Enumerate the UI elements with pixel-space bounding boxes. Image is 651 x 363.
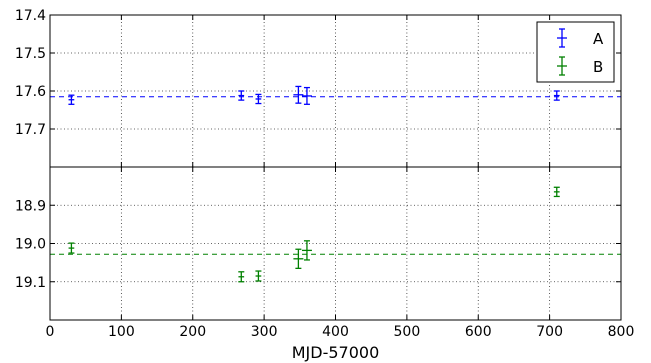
x-tick-label: 600: [465, 324, 492, 340]
x-tick-label: 700: [536, 324, 563, 340]
y-tick-label: 19.1: [15, 275, 46, 291]
legend-label: A: [593, 30, 604, 48]
y-tick-label: 17.5: [15, 46, 46, 62]
x-tick-label: 200: [179, 324, 206, 340]
y-tick-label: 19.0: [15, 237, 46, 253]
legend-entry-A: A: [557, 28, 604, 48]
x-tick-label: 0: [46, 324, 55, 340]
x-tick-label: 800: [608, 324, 635, 340]
data-point-B: [553, 186, 560, 198]
y-tick-label: 17.6: [15, 84, 46, 100]
axis-ticks: 17.4 17.5 17.6 17.7 18.9 19.0 19.1 0 100 200 300 40…: [15, 8, 635, 340]
data-point-A: [553, 90, 560, 101]
data-point-A: [68, 94, 75, 105]
panel-frame: [49, 14, 622, 168]
data-point-B: [301, 240, 312, 261]
x-tick-label: 400: [322, 324, 349, 340]
data-point-B: [238, 271, 245, 283]
data-point-A: [301, 86, 312, 105]
x-axis-label: MJD-57000: [292, 343, 380, 362]
legend-box: [536, 21, 615, 83]
data-point-A: [293, 85, 304, 104]
x-tick-label: 300: [251, 324, 278, 340]
y-tick-label: 17.7: [15, 122, 46, 138]
x-tick-label: 500: [394, 324, 421, 340]
y-tick-label: 17.4: [15, 8, 46, 24]
data-point-A: [255, 93, 262, 105]
x-tick-label: 100: [108, 324, 135, 340]
data-point-B: [293, 248, 304, 270]
legend: AB: [536, 21, 615, 83]
legend-label: B: [593, 58, 603, 76]
data-point-B: [255, 270, 262, 282]
data-points: [68, 85, 560, 283]
grid-layer: [50, 15, 621, 320]
legend-entry-B: B: [557, 56, 603, 76]
y-tick-label: 18.9: [15, 198, 46, 214]
data-point-A: [238, 90, 245, 101]
data-point-B: [68, 242, 75, 254]
